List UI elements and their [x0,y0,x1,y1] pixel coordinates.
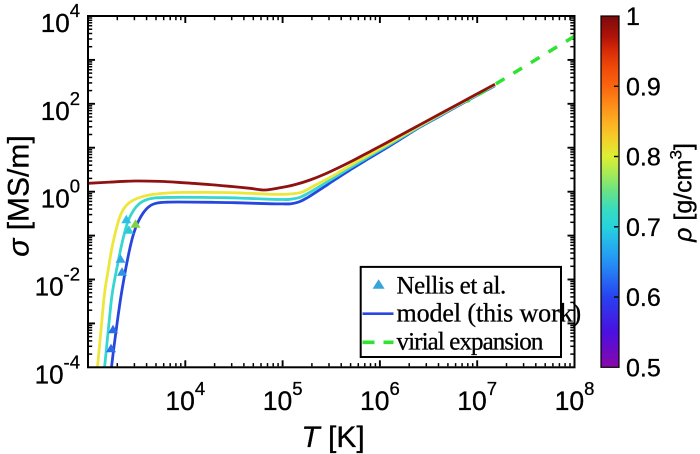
svg-text:model (this work): model (this work) [397,299,582,328]
svg-text:ρ [g/cm3]: ρ [g/cm3] [667,143,698,243]
svg-text:0.8: 0.8 [626,144,661,172]
svg-text:σ [MS/m]: σ [MS/m] [3,135,36,256]
svg-text:1: 1 [626,3,640,31]
svg-text:virial expansion: virial expansion [397,329,544,356]
svg-text:0.6: 0.6 [626,284,661,312]
svg-text:0.7: 0.7 [626,214,661,242]
svg-text:0.9: 0.9 [626,73,661,101]
svg-text:0.5: 0.5 [626,354,661,382]
svg-text:Nellis et al.: Nellis et al. [397,273,506,300]
svg-text:T [K]: T [K] [301,421,364,454]
